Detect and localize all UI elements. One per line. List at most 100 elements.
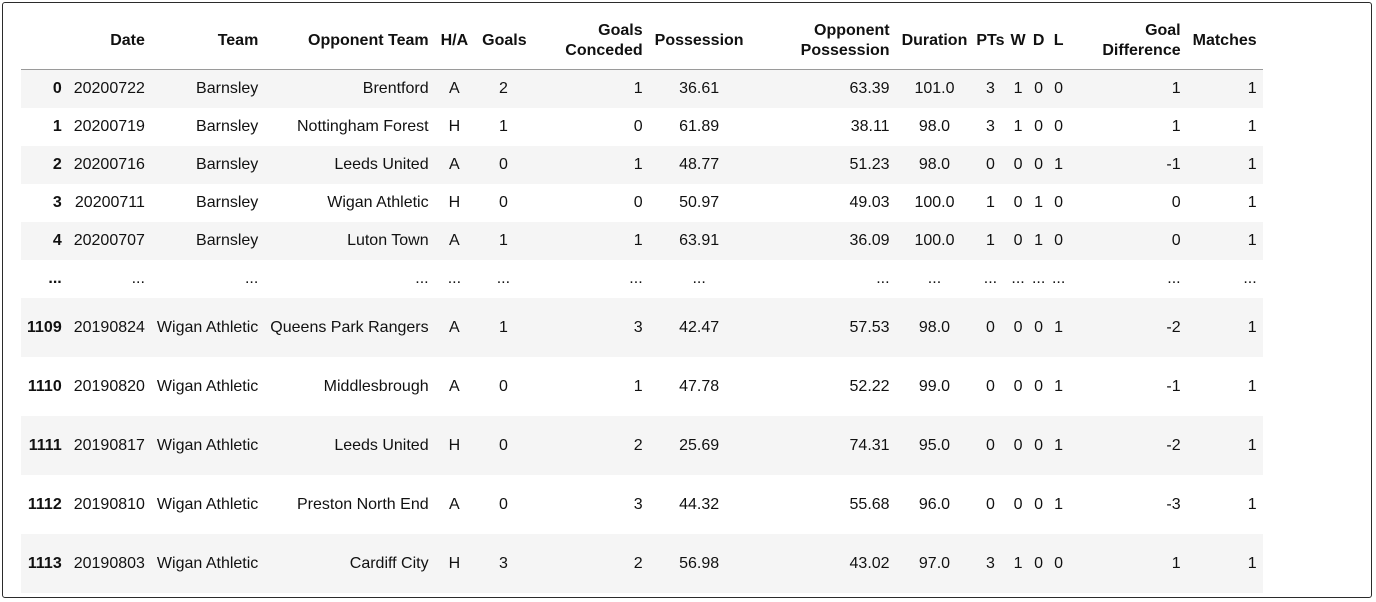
cell-goal-difference: 1: [1171, 554, 1181, 572]
cell-goals: 0: [498, 194, 508, 211]
cell-goals: 1: [498, 232, 508, 249]
cell-d: 0: [1034, 377, 1044, 395]
row-index: 1: [52, 118, 62, 135]
cell-d: 0: [1034, 495, 1044, 513]
cell-l: 1: [1054, 156, 1064, 173]
row-index: 0: [52, 80, 62, 97]
column-header-goals-conceded: Goals Conceded: [532, 13, 649, 70]
cell-date: 20190820: [73, 377, 145, 395]
cell-w: 0: [1013, 436, 1023, 454]
cell-pts: 1: [985, 232, 995, 249]
cell-possession: 50.97: [679, 194, 720, 211]
cell-opponent-possession: 51.23: [849, 156, 890, 173]
cell-matches: 1: [1247, 554, 1257, 572]
cell-possession: 48.77: [679, 156, 720, 173]
cell-opponent-possession: ...: [876, 270, 890, 287]
column-header-opponent-possession: Opponent Possession: [749, 13, 896, 70]
cell-w: 1: [1013, 118, 1023, 135]
cell-goal-difference: -1: [1166, 156, 1181, 173]
column-header-l: L: [1048, 13, 1069, 70]
cell-ha: H: [448, 554, 461, 572]
cell-d: 1: [1034, 232, 1044, 249]
cell-ha: H: [448, 194, 461, 211]
cell-team: Barnsley: [196, 194, 259, 211]
cell-date: 20200716: [73, 156, 145, 173]
cell-d: 0: [1034, 554, 1044, 572]
cell-matches: ...: [1243, 270, 1257, 287]
column-header-duration: Duration: [895, 13, 974, 70]
cell-w: 0: [1013, 156, 1023, 173]
cell-pts: 3: [985, 118, 995, 135]
cell-w: 1: [1013, 80, 1023, 97]
cell-date: 20190803: [73, 554, 145, 572]
cell-d: ...: [1031, 270, 1046, 287]
cell-l: 1: [1054, 318, 1064, 336]
cell-w: 1: [1013, 554, 1023, 572]
cell-w: 0: [1013, 318, 1023, 336]
cell-ha: A: [449, 156, 460, 173]
cell-goals: 1: [498, 318, 508, 336]
cell-goal-difference: 1: [1171, 80, 1181, 97]
row-index: 1110: [27, 377, 62, 395]
ellipsis-row: ... ... ... ... ... ... ... ... ... ... …: [21, 260, 1263, 298]
cell-pts: 1: [985, 194, 995, 211]
cell-possession: 61.89: [679, 118, 720, 135]
cell-matches: 1: [1247, 194, 1257, 211]
column-header-d: D: [1028, 13, 1049, 70]
row-index: ...: [48, 270, 62, 287]
column-header-w: W: [1007, 13, 1029, 70]
cell-duration: 99.0: [918, 377, 951, 395]
table-row: 1112 20190810 Wigan Athletic Preston Nor…: [21, 475, 1263, 534]
cell-goals: 0: [498, 436, 508, 454]
cell-d: 0: [1034, 118, 1044, 135]
cell-duration: 98.0: [918, 156, 951, 173]
cell-w: 0: [1013, 232, 1023, 249]
cell-opponent-possession: 57.53: [849, 318, 890, 336]
cell-duration: 97.0: [918, 554, 951, 572]
cell-l: 0: [1054, 194, 1064, 211]
cell-goals-conceded: 2: [633, 436, 643, 454]
cell-l: 1: [1054, 436, 1064, 454]
cell-goals: 3: [498, 554, 508, 572]
cell-w: ...: [1011, 270, 1025, 287]
cell-goals: 1: [498, 118, 508, 135]
cell-goals: 2: [498, 80, 508, 97]
table-row: 2 20200716 Barnsley Leeds United A 0 1 4…: [21, 146, 1263, 184]
table-row: 0 20200722 Barnsley Brentford A 2 1 36.6…: [21, 69, 1263, 108]
cell-duration: 96.0: [918, 495, 951, 513]
row-index: 2: [52, 156, 62, 173]
cell-possession: 56.98: [679, 554, 720, 572]
cell-ha: A: [449, 232, 460, 249]
table-row: 1111 20190817 Wigan Athletic Leeds Unite…: [21, 416, 1263, 475]
cell-date: 20190817: [73, 436, 145, 454]
cell-possession: 36.61: [679, 80, 720, 97]
cell-date: ...: [131, 270, 145, 287]
cell-ha: A: [449, 80, 460, 97]
cell-w: 0: [1013, 377, 1023, 395]
column-header-possession: Possession: [648, 13, 750, 70]
cell-team: Barnsley: [196, 232, 259, 249]
cell-pts: 3: [985, 80, 995, 97]
cell-goals-conceded: 2: [633, 554, 643, 572]
cell-goal-difference: -3: [1166, 495, 1181, 513]
cell-possession: 25.69: [679, 436, 720, 454]
cell-team: Wigan Athletic: [156, 378, 259, 395]
cell-team: Barnsley: [196, 156, 259, 173]
cell-matches: 1: [1247, 377, 1257, 395]
cell-matches: 1: [1247, 436, 1257, 454]
cell-w: 0: [1013, 194, 1023, 211]
cell-matches: 1: [1247, 80, 1257, 97]
cell-duration: 98.0: [918, 118, 951, 135]
cell-goals: 0: [498, 495, 508, 513]
header-row: Date Team Opponent Team H/A Goals Goals …: [21, 13, 1263, 70]
cell-matches: 1: [1247, 495, 1257, 513]
column-header-goals: Goals: [474, 13, 533, 70]
cell-team: ...: [244, 270, 259, 287]
cell-possession: 42.47: [679, 318, 720, 336]
cell-date: 20200722: [73, 80, 145, 97]
cell-matches: 1: [1247, 156, 1257, 173]
cell-pts: 0: [985, 377, 995, 395]
cell-ha: ...: [447, 270, 462, 287]
cell-date: 20190810: [73, 495, 145, 513]
